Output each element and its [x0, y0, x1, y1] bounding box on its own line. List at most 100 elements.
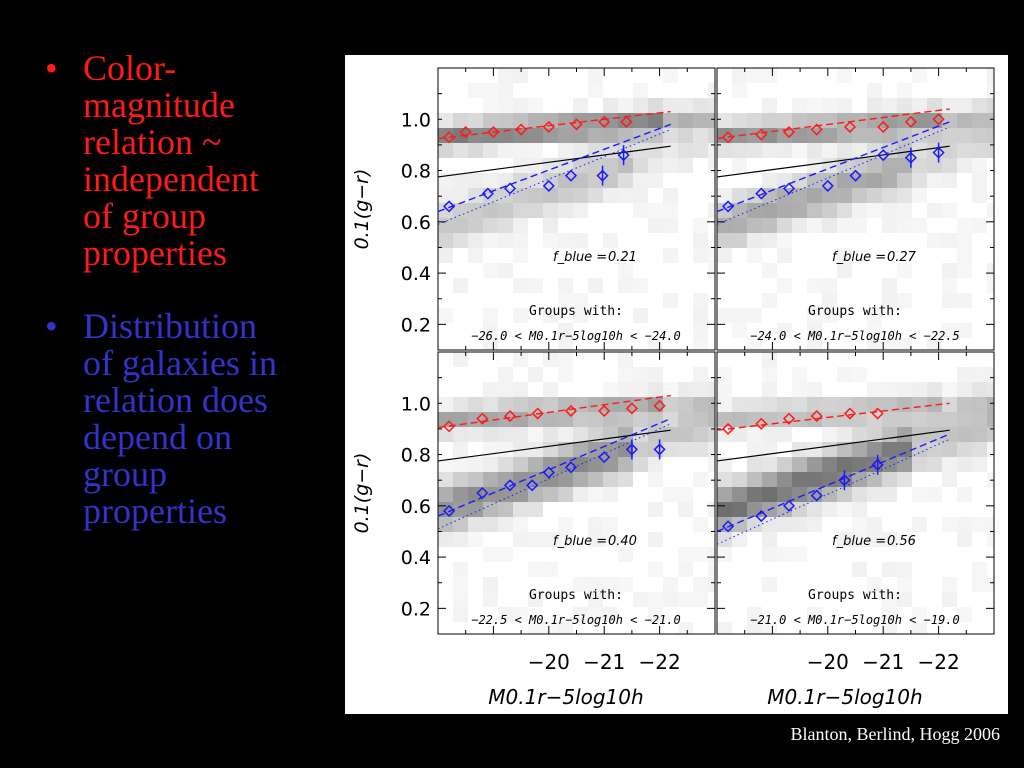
red-sequence-point [487, 126, 500, 139]
blue-dotted-line [437, 129, 671, 225]
color-magnitude-figure: f_blue = 0.21 Groups with: −26.0 < M0.1r−5l… [345, 55, 1008, 714]
density-cell [468, 532, 483, 547]
density-cell [708, 128, 715, 143]
density-cell [528, 98, 543, 113]
blue-cloud-point [564, 169, 578, 182]
density-cell [792, 367, 807, 382]
density-cell [618, 352, 633, 367]
density-cell [633, 592, 648, 607]
density-cell [528, 412, 543, 427]
density-cell [882, 338, 897, 350]
density-cell [942, 427, 957, 442]
density-cell [822, 502, 837, 517]
density-cell [852, 188, 867, 203]
density-cell [822, 173, 837, 188]
density-cell [483, 233, 498, 248]
density-cell [513, 472, 528, 487]
density-cell [498, 188, 513, 203]
density-cell [717, 487, 732, 502]
density-cell [882, 397, 897, 412]
density-cell [942, 263, 957, 278]
density-cell [852, 203, 867, 218]
groups-label: Groups with: [808, 304, 902, 319]
density-cell [438, 188, 453, 203]
density-cell [573, 607, 588, 622]
density-cell [867, 158, 882, 173]
bullet-line: magnitude [83, 85, 235, 125]
density-cell [483, 113, 498, 128]
density-cell [867, 203, 882, 218]
red-sequence-point [871, 407, 884, 420]
density-cell [987, 397, 994, 412]
density-cell [438, 233, 453, 248]
density-cell [867, 113, 882, 128]
density-cell [762, 68, 777, 83]
density-cell [987, 472, 994, 487]
density-cell [897, 412, 912, 427]
density-cell [573, 203, 588, 218]
density-cell [732, 143, 747, 158]
density-cell [633, 308, 648, 323]
density-cell [777, 143, 792, 158]
chart-panel-bottom-left: f_blue = 0.40 Groups with: −22.5 < M0.1r−5l… [351, 351, 716, 709]
density-cell [678, 158, 693, 173]
density-cell [708, 83, 715, 98]
density-cell [852, 397, 867, 412]
density-cell [453, 427, 468, 442]
density-cell [852, 412, 867, 427]
red-sequence-point [782, 126, 796, 139]
density-cell [708, 203, 715, 218]
density-cell [972, 188, 987, 203]
density-cell [867, 457, 882, 472]
density-cell [663, 158, 678, 173]
density-cell [807, 442, 822, 457]
density-cell [972, 382, 987, 397]
density-cell [453, 188, 468, 203]
density-cell [942, 397, 957, 412]
density-cell [927, 98, 942, 113]
density-cell [747, 397, 762, 412]
density-cell [882, 487, 897, 502]
density-cell [708, 113, 715, 128]
density-cell [633, 412, 648, 427]
density-cell [678, 427, 693, 442]
red-sequence-point [503, 410, 517, 423]
density-cell [543, 382, 558, 397]
density-cell [837, 248, 852, 263]
density-cell [957, 487, 972, 502]
group-range-label: −21.0 < M0.1r−5log10h < −19.0 [750, 613, 960, 627]
density-cell [987, 83, 994, 98]
density-cell [483, 412, 498, 427]
density-cell [822, 143, 837, 158]
density-cell [708, 412, 715, 427]
density-cell [897, 562, 912, 577]
red-sequence-point [598, 404, 611, 418]
density-cell [747, 218, 762, 233]
density-cell [708, 263, 715, 278]
red-fit-line [716, 108, 950, 140]
density-cell [822, 128, 837, 143]
blue-cloud-point [755, 510, 768, 523]
density-cell [957, 113, 972, 128]
density-cell [558, 487, 573, 502]
density-cell [483, 457, 498, 472]
blue-cloud-point [542, 466, 555, 479]
density-cell [513, 427, 528, 442]
density-cell [513, 233, 528, 248]
density-cell [972, 397, 987, 412]
density-cell [513, 68, 528, 83]
density-cell [882, 98, 897, 113]
density-cell [867, 308, 882, 323]
density-cell [498, 442, 513, 457]
density-cell [717, 427, 732, 442]
density-cell [972, 173, 987, 188]
density-cell [822, 98, 837, 113]
density-cell [762, 367, 777, 382]
density-cell [957, 323, 972, 338]
density-cell [693, 442, 708, 457]
density-cell [957, 457, 972, 472]
density-cell [558, 128, 573, 143]
density-cell [678, 98, 693, 113]
density-cell [633, 367, 648, 382]
density-cell [693, 233, 708, 248]
